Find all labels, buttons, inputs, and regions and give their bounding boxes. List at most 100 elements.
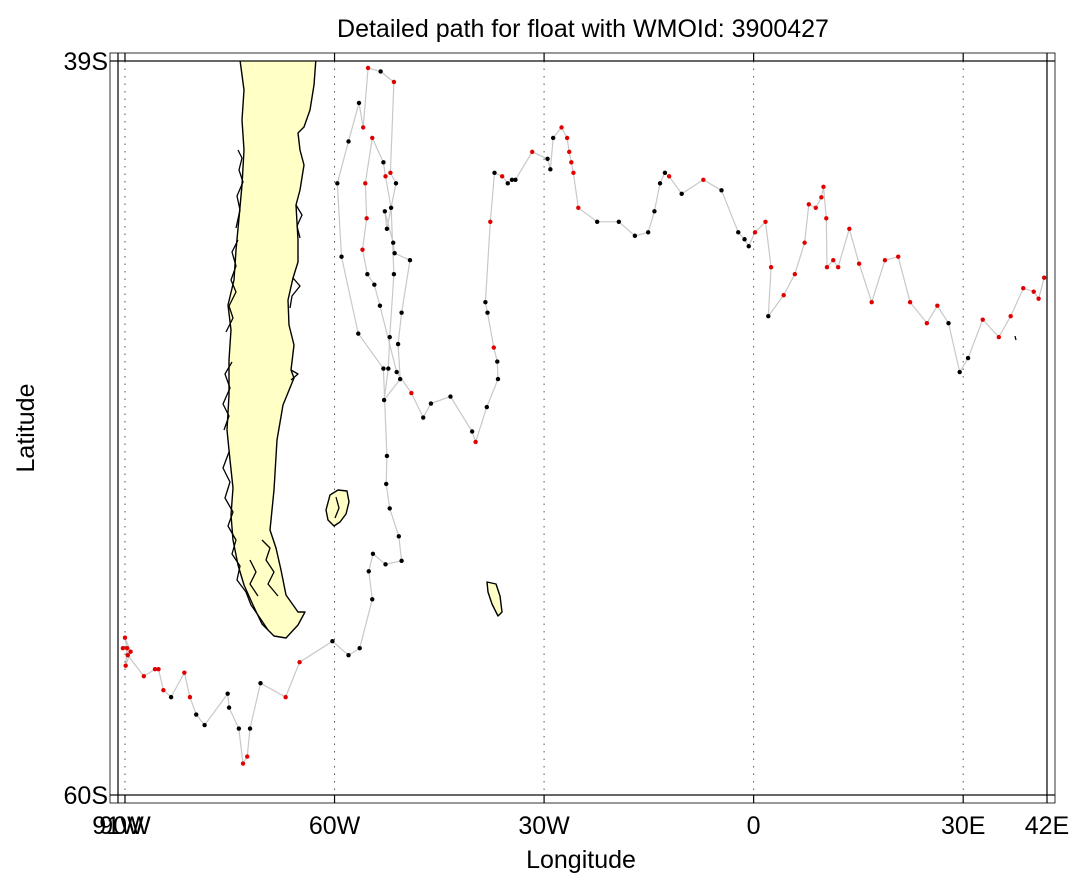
float-position-point-4 (122, 635, 128, 640)
float-position-point-39 (335, 181, 340, 186)
float-position-point-82 (483, 299, 488, 305)
float-position-point-77 (484, 404, 490, 410)
float-position-point-12 (187, 694, 193, 700)
plot-frame (117, 60, 1048, 796)
float-position-point-103 (652, 209, 657, 214)
chile-coast-islands-south (222, 451, 279, 631)
float-position-point-6 (141, 673, 147, 679)
float-position-point-141 (1008, 313, 1013, 319)
float-position-point-94 (564, 135, 570, 141)
float-position-point-136 (946, 320, 951, 326)
float-track (120, 65, 1047, 766)
float-position-point-29 (370, 551, 376, 557)
float-position-point-17 (236, 726, 242, 731)
y-tick-label-1: 60S (64, 782, 108, 810)
float-position-point-65 (364, 216, 369, 221)
float-position-point-48 (384, 226, 390, 231)
float-position-point-128 (847, 226, 852, 231)
float-position-point-18 (240, 761, 246, 766)
float-position-point-127 (835, 265, 841, 270)
float-position-point-114 (763, 219, 768, 224)
float-position-point-19 (245, 754, 250, 759)
float-position-point-57 (386, 366, 391, 371)
float-position-point-14 (202, 722, 207, 728)
float-position-point-46 (388, 170, 393, 176)
float-position-point-137 (957, 369, 962, 375)
float-position-point-38 (339, 254, 344, 259)
land-layer (222, 61, 1017, 639)
float-position-point-124 (824, 216, 829, 221)
outer-frame (109, 52, 1056, 804)
float-position-point-68 (372, 282, 377, 287)
float-position-point-25 (346, 652, 351, 658)
float-position-point-20 (247, 726, 253, 731)
float-position-point-134 (924, 320, 930, 326)
float-position-point-45 (391, 79, 397, 85)
float-position-point-118 (792, 272, 798, 277)
falkland-islands (325, 489, 350, 527)
float-position-point-140 (996, 334, 1002, 340)
float-position-point-125 (824, 265, 830, 270)
float-position-point-105 (662, 170, 668, 176)
float-position-point-2 (123, 663, 128, 668)
float-position-point-40 (346, 139, 351, 144)
float-position-point-5 (125, 652, 130, 658)
float-position-point-131 (882, 258, 888, 263)
float-position-point-138 (965, 355, 971, 361)
float-position-point-83 (488, 219, 493, 224)
x-tick-label-5: 30E (941, 812, 985, 840)
float-position-point-34 (384, 481, 389, 487)
float-position-point-139 (980, 317, 985, 322)
float-position-point-122 (819, 195, 824, 200)
float-position-point-88 (513, 177, 518, 183)
float-position-point-116 (766, 313, 771, 319)
float-position-point-26 (357, 646, 362, 651)
float-position-point-71 (409, 390, 414, 396)
float-position-point-78 (495, 376, 501, 382)
float-position-point-145 (1042, 275, 1047, 280)
float-position-point-135 (935, 303, 940, 308)
float-position-point-61 (383, 174, 388, 179)
float-position-point-62 (381, 160, 386, 165)
float-position-point-27 (370, 597, 375, 602)
float-position-point-110 (736, 230, 741, 235)
float-position-point-120 (806, 202, 812, 207)
float-position-point-86 (505, 181, 510, 186)
float-position-point-75 (469, 429, 475, 434)
float-position-point-104 (657, 181, 663, 186)
float-position-point-53 (399, 310, 404, 315)
float-position-point-47 (393, 181, 399, 186)
float-position-point-41 (356, 100, 362, 106)
gough-island (1014, 335, 1017, 341)
float-position-point-24 (330, 639, 335, 644)
y-axis-title: Latitude (12, 384, 40, 473)
float-position-point-132 (896, 254, 901, 259)
float-position-point-91 (548, 167, 553, 172)
float-position-point-52 (407, 258, 413, 263)
float-position-point-23 (297, 659, 302, 665)
float-position-point-80 (491, 345, 496, 350)
float-position-point-58 (387, 334, 392, 340)
float-position-point-64 (363, 181, 368, 186)
float-position-point-30 (383, 562, 388, 567)
float-position-point-106 (666, 174, 672, 179)
float-position-point-67 (365, 272, 370, 277)
float-position-point-101 (632, 233, 638, 238)
float-position-point-1 (124, 646, 130, 651)
float-position-point-93 (559, 125, 564, 130)
float-position-point-113 (752, 230, 758, 235)
float-position-point-31 (399, 558, 404, 564)
x-tick-label-1: 90W (99, 812, 151, 840)
float-position-point-100 (616, 219, 622, 224)
float-position-point-96 (569, 160, 574, 165)
float-position-point-32 (396, 534, 401, 539)
float-position-point-85 (499, 174, 505, 179)
float-position-point-50 (391, 240, 396, 245)
float-position-point-142 (1021, 285, 1026, 291)
float-position-point-87 (509, 177, 515, 183)
float-position-point-54 (395, 341, 401, 347)
float-position-point-13 (194, 712, 199, 717)
x-tick-label-2: 60W (309, 812, 361, 840)
float-position-point-143 (1031, 289, 1036, 294)
